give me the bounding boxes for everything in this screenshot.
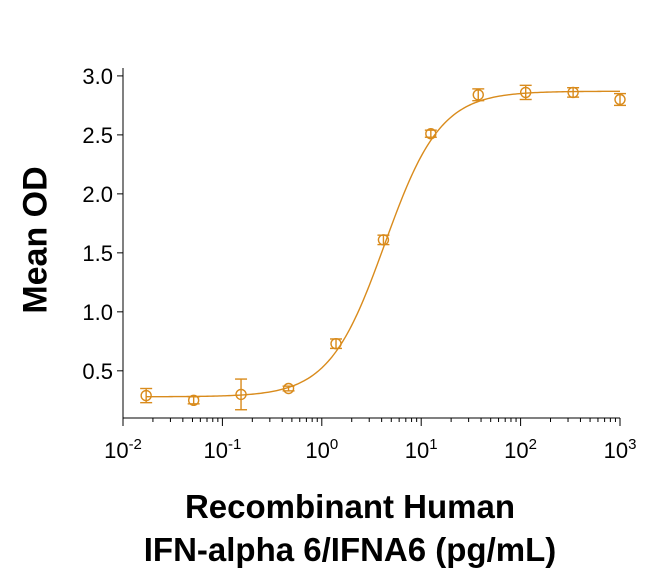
y-tick-label: 2.5 bbox=[82, 123, 113, 148]
data-marker bbox=[614, 93, 626, 106]
data-marker bbox=[567, 86, 579, 99]
x-axis-label-line-1: Recombinant Human bbox=[184, 488, 516, 525]
data-point bbox=[424, 128, 437, 140]
fit-curve bbox=[146, 90, 620, 398]
y-tick-label: 1.0 bbox=[82, 300, 113, 325]
x-axis-label-line-2: IFN-alpha 6/IFNA6 (pg/mL) bbox=[143, 531, 557, 568]
data-marker bbox=[472, 89, 484, 101]
data-marker bbox=[140, 389, 152, 402]
y-tick-label: 0.5 bbox=[82, 359, 113, 384]
data-point bbox=[187, 394, 200, 407]
data-point bbox=[614, 92, 626, 107]
data-point bbox=[330, 337, 343, 350]
x-tick-label: 10-1 bbox=[203, 436, 241, 463]
data-marker bbox=[235, 388, 247, 401]
data-marker bbox=[425, 128, 437, 140]
y-axis-label-container: Mean OD bbox=[0, 0, 80, 420]
y-tick-label: 2.0 bbox=[82, 182, 113, 207]
data-point bbox=[235, 378, 248, 411]
data-point bbox=[472, 88, 485, 102]
data-point bbox=[567, 86, 580, 99]
x-tick-label: 102 bbox=[504, 436, 537, 463]
y-tick-label: 1.5 bbox=[82, 241, 113, 266]
x-tick-label: 10-2 bbox=[104, 436, 142, 463]
dose-response-chart: 0.5 1.0 1.5 2.0 2.5 3.0 10-2 10-1 100 101 102 103 bbox=[82, 64, 636, 463]
data-marker bbox=[377, 234, 390, 246]
data-point bbox=[282, 382, 295, 395]
data-marker bbox=[330, 337, 342, 350]
data-marker bbox=[187, 394, 200, 407]
data-point bbox=[140, 387, 153, 404]
x-tick-label: 101 bbox=[405, 436, 438, 463]
data-points-layer bbox=[140, 84, 626, 411]
data-marker bbox=[282, 382, 295, 395]
fit-curve-layer bbox=[146, 90, 620, 398]
data-marker bbox=[519, 86, 532, 99]
data-point bbox=[377, 234, 390, 246]
x-tick-label: 103 bbox=[604, 436, 637, 463]
y-axis-label: Mean OD bbox=[16, 166, 55, 314]
data-point bbox=[519, 84, 532, 101]
y-tick-label: 3.0 bbox=[82, 64, 113, 89]
x-tick-label: 100 bbox=[305, 436, 338, 463]
axes: 0.5 1.0 1.5 2.0 2.5 3.0 10-2 10-1 100 101 102 103 bbox=[82, 64, 636, 463]
